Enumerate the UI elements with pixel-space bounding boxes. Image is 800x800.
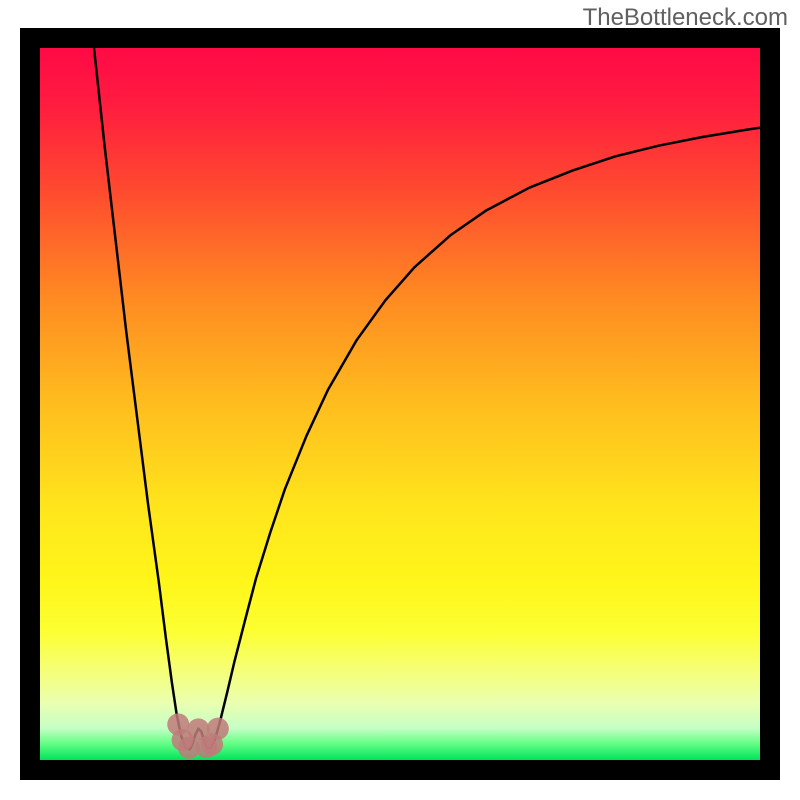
chart-frame: TheBottleneck.com	[0, 0, 800, 800]
plot-area	[20, 28, 780, 780]
watermark-label: TheBottleneck.com	[583, 4, 788, 32]
bottleneck-chart	[20, 28, 780, 780]
optimum-marker	[207, 718, 229, 740]
gradient-background	[40, 48, 760, 760]
